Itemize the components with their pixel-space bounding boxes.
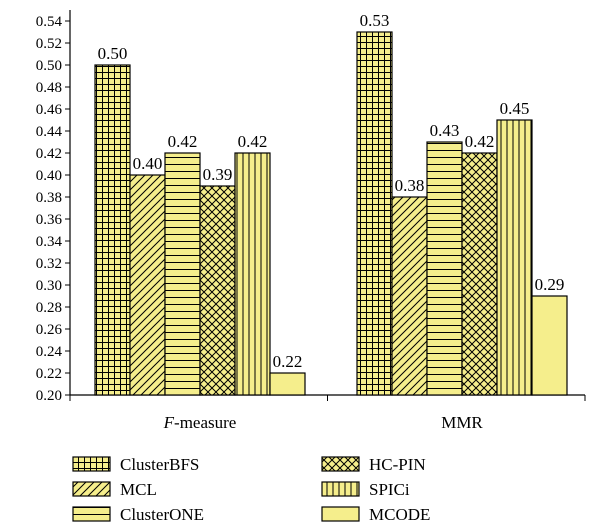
legend-label: HC-PIN — [369, 455, 426, 474]
legend-swatch — [321, 456, 360, 472]
bar-mcl-2 — [391, 196, 428, 396]
data-label: 0.22 — [273, 352, 303, 371]
data-label: 0.42 — [168, 132, 198, 151]
y-tick-label: 0.32 — [36, 256, 62, 272]
data-label: 0.53 — [360, 11, 390, 30]
legend-label: MCODE — [369, 505, 430, 524]
legend-swatch — [72, 481, 111, 497]
legend-swatch — [321, 506, 360, 522]
legend-label: MCL — [120, 480, 157, 499]
legend-label: ClusterBFS — [120, 455, 199, 474]
plot-area: 0.20 0.22 0.24 0.26 0.28 0.30 0.32 0.34 0.36 0.38… — [36, 10, 586, 432]
y-tick-label: 0.46 — [36, 102, 63, 118]
y-tick-label: 0.40 — [36, 168, 62, 184]
y-tick-label: 0.50 — [36, 58, 62, 74]
bar-spici-2 — [496, 119, 533, 396]
y-tick-label: 0.22 — [36, 366, 62, 382]
y-tick-label: 0.20 — [36, 388, 62, 404]
y-tick-label: 0.38 — [36, 190, 62, 206]
legend-label: SPICi — [369, 480, 410, 499]
bar-hc-pin-1 — [199, 185, 236, 396]
bar-clusterbfs-1 — [94, 64, 131, 396]
bar-mcode-2 — [531, 295, 568, 396]
x-category-label: F-measure — [163, 413, 237, 432]
legend-swatch — [72, 456, 111, 472]
y-tick-label: 0.42 — [36, 146, 62, 162]
y-tick-label: 0.52 — [36, 36, 62, 52]
legend-swatch — [72, 506, 111, 522]
data-label: 0.39 — [203, 165, 233, 184]
data-label: 0.42 — [238, 132, 268, 151]
data-label: 0.50 — [98, 44, 128, 63]
data-label: 0.42 — [465, 132, 495, 151]
y-tick-label: 0.28 — [36, 300, 62, 316]
data-label: 0.29 — [535, 275, 565, 294]
bar-mcl-1 — [129, 174, 166, 396]
bar-clusterbfs-2 — [356, 31, 393, 396]
y-tick-label: 0.30 — [36, 278, 62, 294]
data-label: 0.45 — [500, 99, 530, 118]
x-category-label: MMR — [441, 413, 483, 432]
y-tick-label: 0.54 — [36, 14, 63, 30]
data-label: 0.38 — [395, 176, 425, 195]
legend: ClusterBFS MCL ClusterONE HC-PIN SPICi MCODE — [72, 455, 430, 524]
bar-mcode-1 — [269, 372, 306, 396]
bar-hc-pin-2 — [461, 152, 498, 396]
y-tick-label: 0.24 — [36, 344, 63, 360]
bar-clusterone-2 — [426, 141, 463, 396]
y-tick-label: 0.36 — [36, 212, 63, 228]
y-tick-label: 0.48 — [36, 80, 62, 96]
y-tick-label: 0.44 — [36, 124, 63, 140]
data-label: 0.40 — [133, 154, 163, 173]
y-tick-label: 0.34 — [36, 234, 63, 250]
legend-swatch — [321, 481, 360, 497]
legend-label: ClusterONE — [120, 505, 204, 524]
bar-clusterone-1 — [164, 152, 201, 396]
data-label: 0.43 — [430, 121, 460, 140]
y-tick-label: 0.26 — [36, 322, 63, 338]
bar-spici-1 — [234, 152, 271, 396]
